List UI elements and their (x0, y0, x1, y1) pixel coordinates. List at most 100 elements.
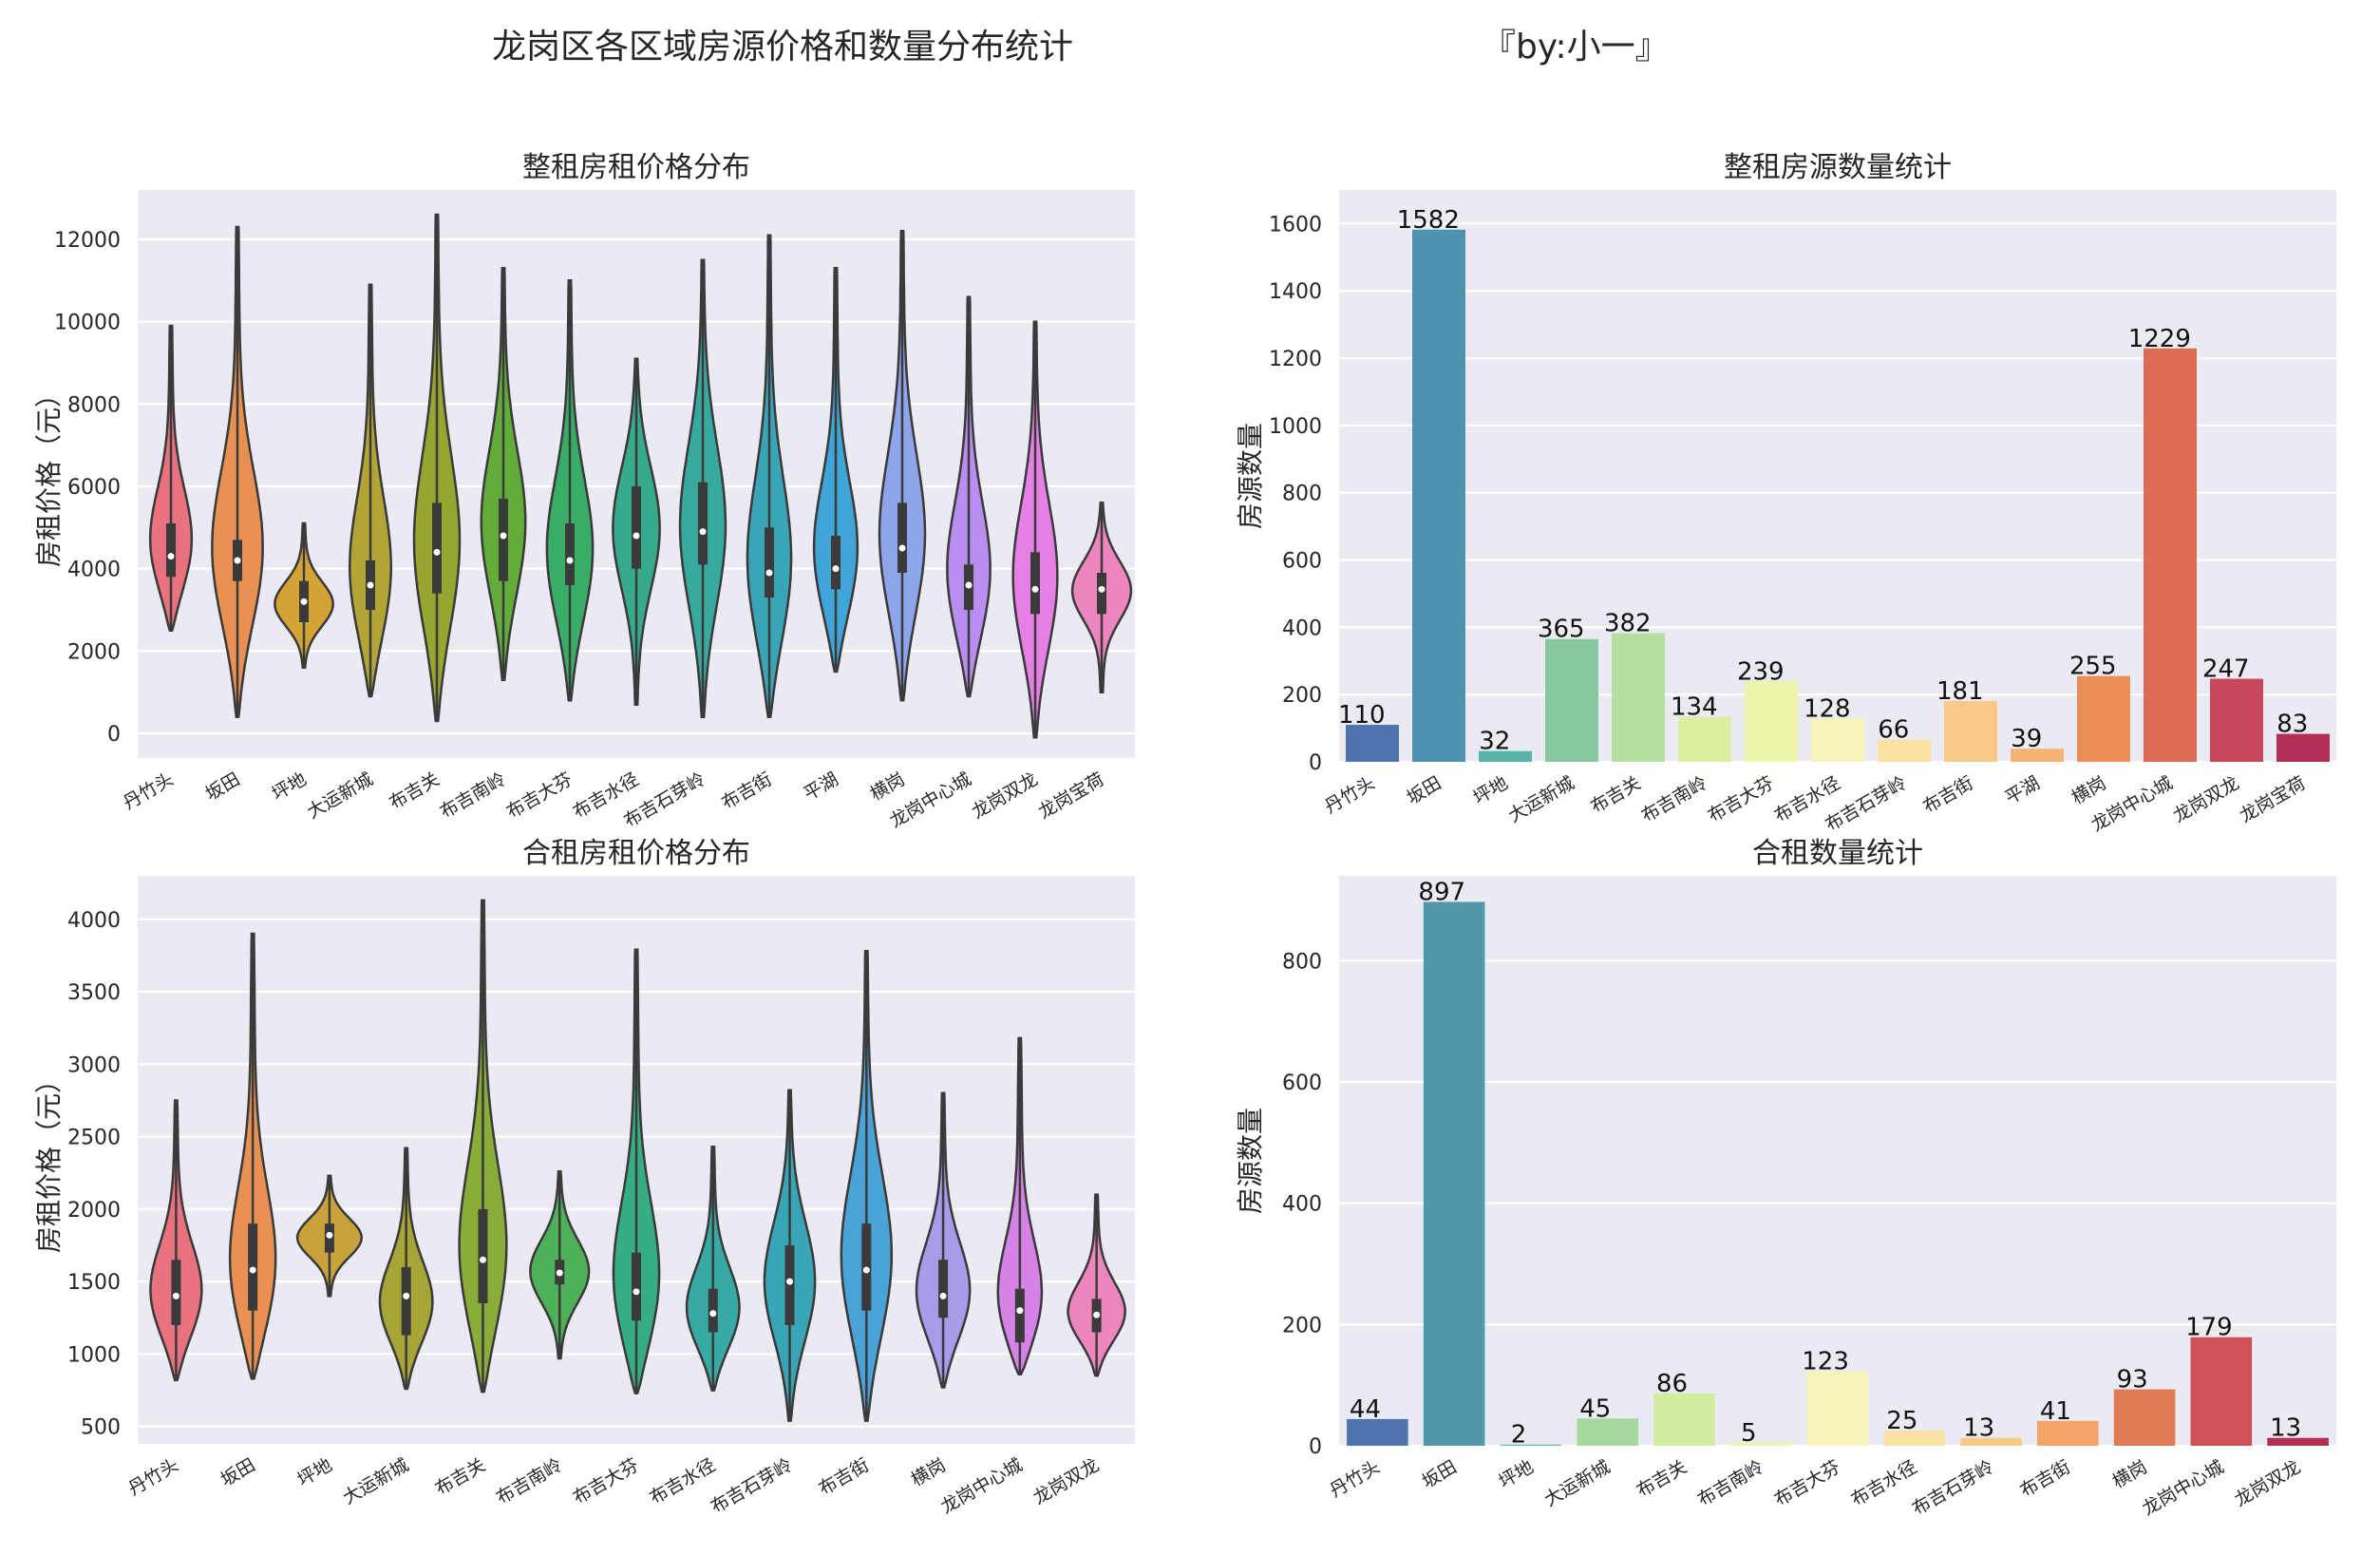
bar (2077, 675, 2130, 762)
y-tick-label: 12000 (54, 229, 121, 253)
violin-median (1031, 585, 1039, 593)
violin-median (566, 557, 574, 564)
violin-median (709, 1310, 717, 1318)
bar (1729, 1442, 1792, 1446)
x-tick-label: 坪地 (1496, 1456, 1538, 1492)
bar (2037, 1420, 2099, 1446)
bar-value-label: 239 (1737, 657, 1785, 686)
y-tick-label: 1500 (67, 1271, 121, 1295)
violin-median (765, 569, 773, 577)
violin-iqr-box (1030, 552, 1040, 615)
bar-value-label: 897 (1418, 878, 1465, 906)
violin-median (965, 581, 973, 589)
y-tick-label: 0 (1309, 751, 1322, 775)
bar (2210, 678, 2263, 762)
y-tick-label: 8000 (67, 393, 121, 417)
y-tick-label: 1400 (1269, 280, 1322, 304)
bar-value-label: 110 (1338, 701, 1386, 730)
x-tick-label: 龙岗双龙 (2170, 772, 2243, 826)
violin-iqr-box (1014, 1288, 1025, 1343)
y-tick-label: 6000 (67, 476, 121, 500)
x-tick-label: 布吉关 (1587, 772, 1644, 818)
bar (1745, 681, 1798, 762)
bar (1944, 700, 1997, 762)
bar (1883, 1431, 1946, 1446)
x-tick-label: 坪地 (269, 768, 311, 805)
x-tick-label: 平湖 (801, 768, 842, 805)
y-tick-label: 0 (107, 723, 121, 747)
violin-iqr-box (938, 1260, 949, 1318)
y-axis-label: 房租价格（元） (33, 381, 65, 567)
bar-value-label: 13 (1963, 1414, 1994, 1443)
y-tick-label: 2500 (67, 1127, 121, 1150)
bar-value-label: 5 (1741, 1419, 1757, 1448)
bar (1806, 1371, 1869, 1446)
violin-iqr-box (565, 523, 575, 585)
bar-value-label: 86 (1656, 1370, 1688, 1398)
x-tick-label: 丹竹头 (1327, 1456, 1384, 1502)
violin-median (403, 1292, 410, 1299)
x-tick-label: 横岗 (2109, 1456, 2151, 1492)
bar (1545, 638, 1598, 762)
bar-value-label: 83 (2276, 711, 2308, 739)
bar (2276, 733, 2330, 762)
violin-iqr-box (897, 503, 907, 573)
figure-credit: 『by:小一』 (1482, 28, 1670, 66)
y-tick-label: 4000 (67, 559, 121, 582)
x-tick-label: 平湖 (2002, 772, 2044, 808)
bar (1678, 716, 1731, 762)
y-tick-label: 3500 (67, 981, 121, 1005)
y-tick-label: 800 (1282, 950, 1322, 974)
y-tick-label: 200 (1282, 1314, 1322, 1337)
x-tick-label: 布吉南岭 (493, 1454, 566, 1508)
x-tick-label: 龙岗双龙 (2231, 1456, 2304, 1510)
x-tick-label: 布吉街 (2016, 1456, 2073, 1502)
bar-value-label: 365 (1538, 616, 1585, 644)
x-tick-label: 丹竹头 (1321, 772, 1378, 818)
violin-iqr-box (171, 1260, 181, 1325)
bar (1811, 718, 1864, 762)
bar (1960, 1437, 2022, 1446)
chart-count-whole-bar: 0 200 400 600 800 1000 1200 1400 1600 整租房源数量统计房源数… (1235, 151, 2336, 836)
x-tick-label: 布吉大芬 (570, 1454, 643, 1508)
violin-median (1093, 1311, 1101, 1318)
bar (1500, 1444, 1562, 1446)
chart-title: 整租房源数量统计 (1724, 151, 1952, 184)
x-tick-label: 大运新城 (339, 1454, 412, 1508)
violin-median (633, 532, 640, 540)
x-tick-label: 布吉大芬 (1771, 1456, 1844, 1510)
violin-iqr-box (765, 527, 774, 597)
x-tick-label: 布吉大芬 (1705, 772, 1778, 826)
bar-value-label: 45 (1579, 1394, 1611, 1423)
violin-median (249, 1266, 256, 1274)
x-tick-label: 丹竹头 (120, 768, 177, 814)
bar-value-label: 44 (1350, 1395, 1381, 1424)
bar (1346, 725, 1399, 762)
chart-title: 整租房租价格分布 (522, 151, 750, 184)
x-tick-label: 布吉街 (718, 768, 775, 814)
x-tick-label: 布吉关 (432, 1454, 489, 1500)
x-tick-label: 布吉石芽岭 (1909, 1456, 1997, 1520)
bar-value-label: 2 (1511, 1421, 1527, 1450)
x-tick-label: 龙岗双龙 (1029, 1454, 1103, 1508)
x-tick-label: 布吉大芬 (503, 768, 576, 823)
violin-median (1016, 1307, 1024, 1315)
y-tick-label: 500 (81, 1416, 121, 1440)
bar (1479, 750, 1532, 762)
violin-median (433, 548, 441, 556)
x-tick-label: 坂田 (217, 1454, 259, 1490)
violin-median (234, 557, 241, 564)
violin-iqr-box (632, 1252, 641, 1321)
x-tick-label: 布吉南岭 (1694, 1456, 1767, 1510)
x-tick-label: 布吉南岭 (1638, 772, 1711, 826)
violin-median (172, 1292, 179, 1299)
y-tick-label: 4000 (67, 909, 121, 933)
violin-iqr-box (166, 523, 176, 578)
x-tick-label: 坂田 (1419, 1456, 1461, 1492)
violin-median (898, 544, 906, 552)
violin-median (862, 1266, 870, 1274)
x-tick-label: 大运新城 (304, 768, 377, 823)
bar (2011, 749, 2064, 762)
bar-value-label: 134 (1671, 693, 1718, 722)
